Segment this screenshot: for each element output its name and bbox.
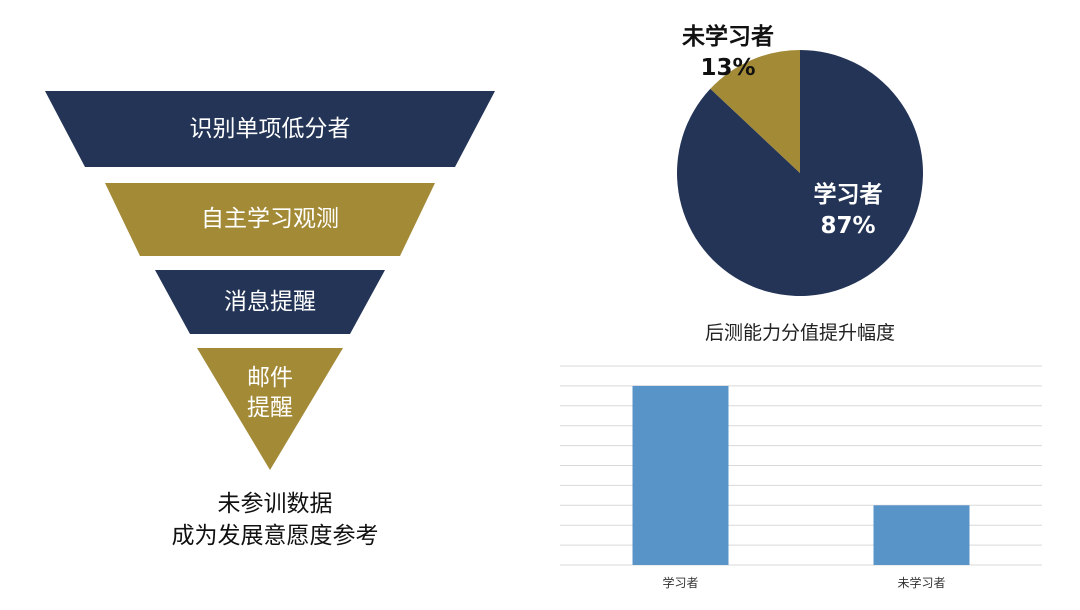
x-tick-label: 未学习者 bbox=[897, 575, 945, 590]
funnel-level-3-label: 消息提醒 bbox=[224, 289, 316, 315]
pie-chart: 学习者 87% 未学习者 13% bbox=[677, 23, 923, 296]
pie-percent-non-learners: 13% bbox=[700, 55, 755, 81]
bar-learners bbox=[632, 385, 729, 565]
funnel-level-4-label-line-1: 邮件 bbox=[247, 365, 293, 391]
funnel-level-3 bbox=[155, 270, 385, 334]
funnel-diagram: 识别单项低分者 自主学习观测 消息提醒 邮件 提醒 bbox=[45, 91, 495, 470]
funnel-level-2-label: 自主学习观测 bbox=[201, 206, 339, 232]
pie-label-learners: 学习者 bbox=[814, 181, 883, 208]
funnel-caption-line-1: 未参训数据 bbox=[217, 491, 333, 517]
bar-chart: 学习者 未学习者 bbox=[560, 365, 1042, 590]
funnel-level-1 bbox=[45, 91, 495, 167]
pie-slice-non-learners bbox=[710, 50, 800, 173]
funnel-caption-line-2: 成为发展意愿度参考 bbox=[171, 523, 379, 549]
bar-chart-title: 后测能力分值提升幅度 bbox=[704, 322, 895, 344]
funnel-level-1-label: 识别单项低分者 bbox=[190, 116, 351, 142]
x-tick-label: 学习者 bbox=[662, 575, 698, 590]
funnel-level-2 bbox=[105, 183, 435, 256]
pie-percent-learners: 87% bbox=[820, 213, 875, 239]
funnel-level-4-label-line-2: 提醒 bbox=[247, 395, 293, 421]
pie-label-non-learners: 未学习者 bbox=[682, 23, 774, 50]
funnel-level-4 bbox=[197, 348, 343, 470]
bar-non-learners bbox=[873, 505, 970, 565]
